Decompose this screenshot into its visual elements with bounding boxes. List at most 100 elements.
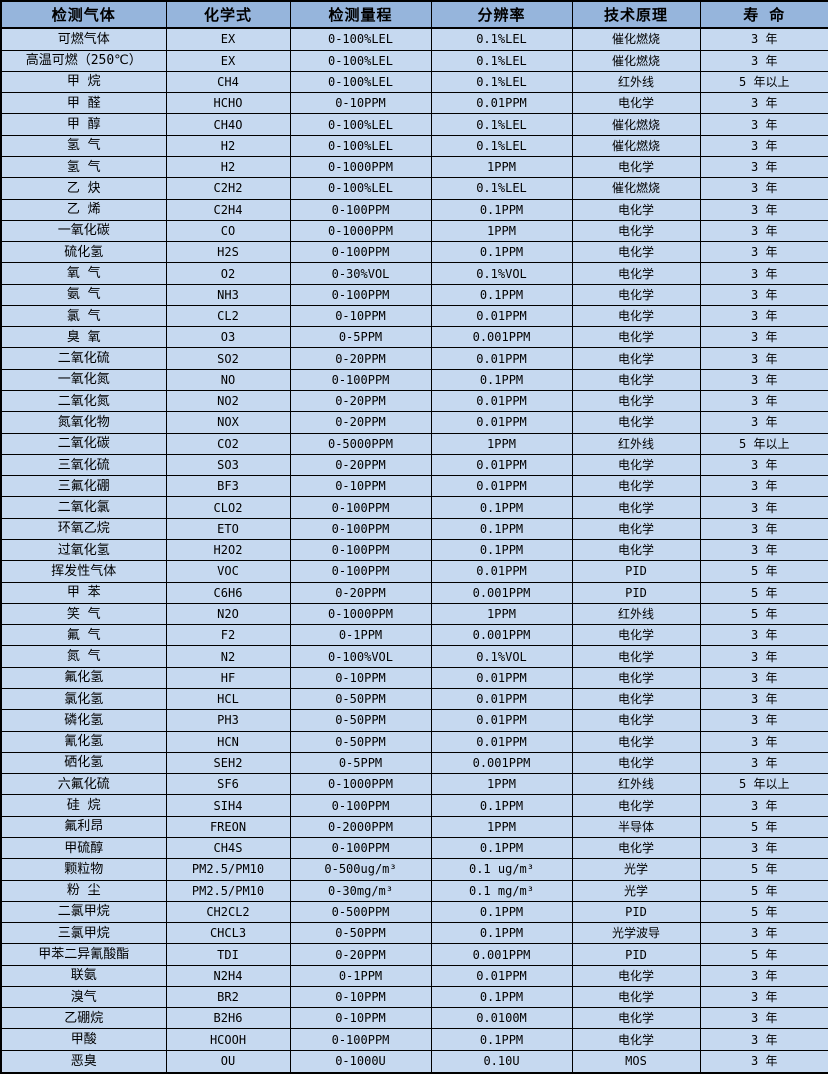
- cell-lifespan: 3 年: [699, 539, 828, 562]
- cell-chemical-formula: CO: [165, 219, 291, 243]
- cell-chemical-formula: H2S: [165, 241, 291, 264]
- cell-gas-name: 乙硼烷: [0, 1007, 167, 1030]
- table-row: 氨 气 NH3 0-100PPM 0.1PPM 电化学 3 年: [0, 283, 828, 306]
- cell-chemical-formula: HF: [165, 666, 291, 689]
- cell-technology: 电化学: [571, 645, 701, 668]
- cell-lifespan: 3 年: [699, 177, 828, 200]
- cell-technology: 电化学: [571, 624, 701, 647]
- cell-detection-range: 0-100PPM: [289, 496, 432, 519]
- table-row: 氯化氢 HCL 0-50PPM 0.01PPM 电化学 3 年: [0, 687, 828, 711]
- cell-gas-name: 氯化氢: [0, 687, 167, 711]
- cell-lifespan: 5 年以上: [699, 70, 828, 94]
- cell-detection-range: 0-10PPM: [289, 985, 432, 1009]
- table-row: 硫化氢 H2S 0-100PPM 0.1PPM 电化学 3 年: [0, 241, 828, 264]
- cell-detection-range: 0-2000PPM: [289, 815, 432, 838]
- cell-detection-range: 0-1000PPM: [289, 773, 432, 796]
- cell-technology: 电化学: [571, 92, 701, 115]
- cell-detection-range: 0-500PPM: [289, 900, 432, 924]
- cell-detection-range: 0-20PPM: [289, 943, 432, 966]
- cell-technology: 电化学: [571, 1007, 701, 1030]
- cell-resolution: 0.1PPM: [430, 794, 573, 817]
- table-row: 笑 气 N2O 0-1000PPM 1PPM 红外线 5 年: [0, 602, 828, 626]
- cell-detection-range: 0-20PPM: [289, 347, 432, 370]
- cell-technology: 电化学: [571, 304, 701, 328]
- table-row: 氰化氢 HCN 0-50PPM 0.01PPM 电化学 3 年: [0, 730, 828, 753]
- cell-lifespan: 3 年: [699, 326, 828, 349]
- cell-chemical-formula: HCN: [165, 730, 291, 753]
- cell-detection-range: 0-1000PPM: [289, 219, 432, 243]
- cell-chemical-formula: EX: [165, 27, 291, 51]
- cell-resolution: 0.1PPM: [430, 900, 573, 924]
- cell-resolution: 0.1PPM: [430, 241, 573, 264]
- cell-technology: MOS: [571, 1049, 701, 1074]
- cell-gas-name: 颗粒物: [0, 858, 167, 881]
- cell-chemical-formula: CH2CL2: [165, 900, 291, 924]
- cell-gas-name: 甲 烷: [0, 70, 167, 94]
- cell-resolution: 0.01PPM: [430, 411, 573, 434]
- column-header-technology: 技术原理: [571, 0, 701, 29]
- cell-gas-name: 氢 气: [0, 134, 167, 157]
- cell-technology: 光学波导: [571, 922, 701, 945]
- cell-technology: PID: [571, 943, 701, 966]
- column-header-gas-name: 检测气体: [0, 0, 167, 29]
- cell-detection-range: 0-100PPM: [289, 198, 432, 221]
- table-row: 二氯甲烷 CH2CL2 0-500PPM 0.1PPM PID 5 年: [0, 900, 828, 924]
- cell-chemical-formula: NOX: [165, 411, 291, 434]
- cell-gas-name: 三氧化硫: [0, 453, 167, 477]
- table-row: 氟利昂 FREON 0-2000PPM 1PPM 半导体 5 年: [0, 815, 828, 838]
- cell-chemical-formula: C2H2: [165, 177, 291, 200]
- cell-resolution: 0.1PPM: [430, 922, 573, 945]
- cell-gas-name: 三氟化硼: [0, 475, 167, 498]
- table-row: 二氧化碳 CO2 0-5000PPM 1PPM 红外线 5 年以上: [0, 432, 828, 455]
- cell-lifespan: 3 年: [699, 964, 828, 987]
- cell-gas-name: 挥发性气体: [0, 560, 167, 583]
- cell-chemical-formula: F2: [165, 624, 291, 647]
- cell-lifespan: 3 年: [699, 1007, 828, 1030]
- cell-detection-range: 0-10PPM: [289, 475, 432, 498]
- cell-gas-name: 笑 气: [0, 602, 167, 626]
- cell-chemical-formula: SO2: [165, 347, 291, 370]
- cell-technology: PID: [571, 900, 701, 924]
- cell-resolution: 0.1PPM: [430, 496, 573, 519]
- cell-detection-range: 0-10PPM: [289, 92, 432, 115]
- cell-detection-range: 0-500ug/m³: [289, 858, 432, 881]
- cell-resolution: 0.001PPM: [430, 943, 573, 966]
- cell-gas-name: 氧 气: [0, 262, 167, 285]
- cell-lifespan: 3 年: [699, 49, 828, 72]
- cell-chemical-formula: N2H4: [165, 964, 291, 987]
- cell-chemical-formula: SF6: [165, 773, 291, 796]
- cell-gas-name: 六氟化硫: [0, 773, 167, 796]
- cell-technology: 红外线: [571, 70, 701, 94]
- cell-technology: 光学: [571, 879, 701, 902]
- cell-technology: 催化燃烧: [571, 177, 701, 200]
- cell-lifespan: 3 年: [699, 198, 828, 221]
- cell-resolution: 0.1PPM: [430, 368, 573, 392]
- cell-technology: 催化燃烧: [571, 49, 701, 72]
- cell-detection-range: 0-100PPM: [289, 794, 432, 817]
- cell-lifespan: 3 年: [699, 1049, 828, 1074]
- cell-detection-range: 0-100PPM: [289, 539, 432, 562]
- table-row: 乙 炔 C2H2 0-100%LEL 0.1%LEL 催化燃烧 3 年: [0, 177, 828, 200]
- cell-detection-range: 0-20PPM: [289, 390, 432, 413]
- table-row: 甲酸 HCOOH 0-100PPM 0.1PPM 电化学 3 年: [0, 1028, 828, 1051]
- cell-chemical-formula: SO3: [165, 453, 291, 477]
- cell-lifespan: 3 年: [699, 836, 828, 860]
- table-row: 三氯甲烷 CHCL3 0-50PPM 0.1PPM 光学波导 3 年: [0, 922, 828, 945]
- table-row: 硅 烷 SIH4 0-100PPM 0.1PPM 电化学 3 年: [0, 794, 828, 817]
- table-row: 高温可燃（250℃） EX 0-100%LEL 0.1%LEL 催化燃烧 3 年: [0, 49, 828, 72]
- cell-resolution: 0.01PPM: [430, 453, 573, 477]
- cell-chemical-formula: HCHO: [165, 92, 291, 115]
- cell-resolution: 1PPM: [430, 219, 573, 243]
- cell-gas-name: 二氧化氯: [0, 496, 167, 519]
- table-row: 氟化氢 HF 0-10PPM 0.01PPM 电化学 3 年: [0, 666, 828, 689]
- cell-gas-name: 乙 烯: [0, 198, 167, 221]
- cell-detection-range: 0-1PPM: [289, 964, 432, 987]
- cell-chemical-formula: H2O2: [165, 539, 291, 562]
- cell-technology: 电化学: [571, 751, 701, 775]
- cell-chemical-formula: EX: [165, 49, 291, 72]
- cell-technology: 电化学: [571, 326, 701, 349]
- table-row: 甲硫醇 CH4S 0-100PPM 0.1PPM 电化学 3 年: [0, 836, 828, 860]
- cell-resolution: 0.01PPM: [430, 730, 573, 753]
- cell-lifespan: 3 年: [699, 985, 828, 1009]
